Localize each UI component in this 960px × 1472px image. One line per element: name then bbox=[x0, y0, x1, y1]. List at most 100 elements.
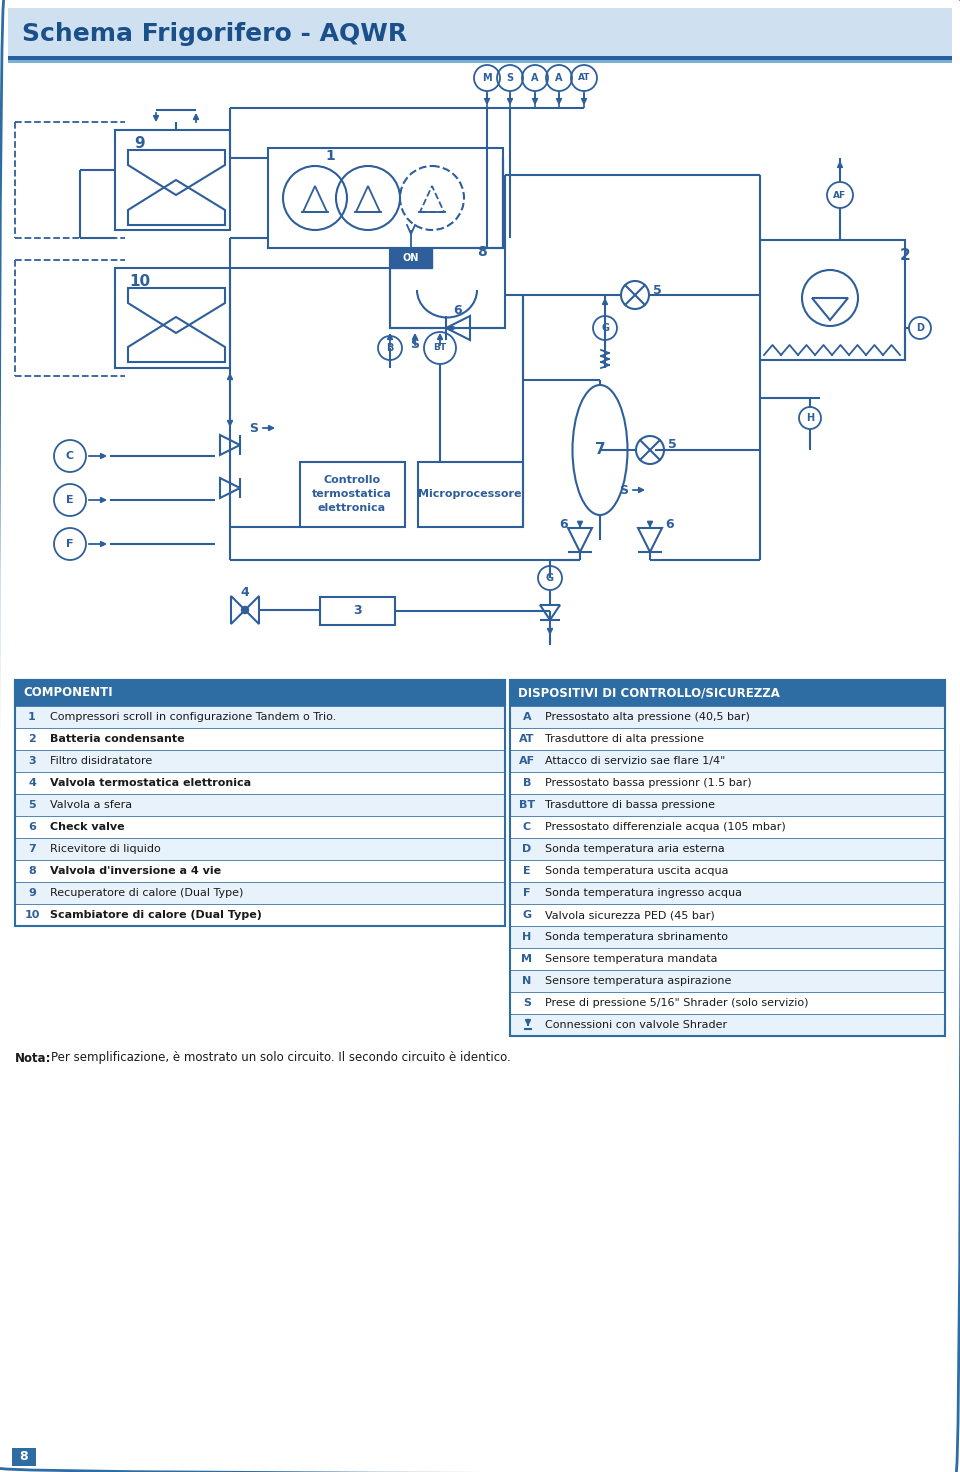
Bar bbox=[510, 904, 945, 926]
Text: F: F bbox=[523, 888, 531, 898]
Text: Pressostato bassa pressionr (1.5 bar): Pressostato bassa pressionr (1.5 bar) bbox=[545, 779, 752, 788]
Text: G: G bbox=[601, 322, 609, 333]
Bar bbox=[510, 926, 945, 948]
Text: Sonda temperatura aria esterna: Sonda temperatura aria esterna bbox=[545, 843, 725, 854]
Text: 5: 5 bbox=[668, 439, 677, 452]
Bar bbox=[115, 268, 230, 368]
Bar bbox=[510, 1014, 945, 1036]
Text: E: E bbox=[523, 866, 531, 876]
Text: 5: 5 bbox=[28, 799, 36, 810]
Bar bbox=[510, 948, 945, 970]
Text: Pressostato differenziale acqua (105 mbar): Pressostato differenziale acqua (105 mba… bbox=[545, 821, 785, 832]
Bar bbox=[8, 7, 952, 57]
Text: Recuperatore di calore (Dual Type): Recuperatore di calore (Dual Type) bbox=[50, 888, 244, 898]
Text: Check valve: Check valve bbox=[50, 821, 125, 832]
Text: D: D bbox=[916, 322, 924, 333]
Text: elettronica: elettronica bbox=[318, 503, 386, 514]
Circle shape bbox=[242, 606, 249, 614]
Text: termostatica: termostatica bbox=[312, 489, 392, 499]
Text: M: M bbox=[521, 954, 533, 964]
Text: 6: 6 bbox=[454, 303, 463, 316]
Text: Microprocessore: Microprocessore bbox=[419, 489, 521, 499]
Text: 9: 9 bbox=[28, 888, 36, 898]
Text: A: A bbox=[522, 712, 531, 721]
Text: 10: 10 bbox=[24, 910, 39, 920]
Bar bbox=[115, 130, 230, 230]
Text: BT: BT bbox=[519, 799, 535, 810]
Text: Attacco di servizio sae flare 1/4": Attacco di servizio sae flare 1/4" bbox=[545, 757, 726, 765]
Text: S: S bbox=[507, 74, 514, 82]
Text: AT: AT bbox=[578, 74, 590, 82]
Text: AF: AF bbox=[519, 757, 535, 765]
Bar bbox=[15, 860, 505, 882]
Bar bbox=[15, 838, 505, 860]
Text: 7: 7 bbox=[594, 443, 606, 458]
Text: Sensore temperatura aspirazione: Sensore temperatura aspirazione bbox=[545, 976, 732, 986]
Text: M: M bbox=[482, 74, 492, 82]
Bar bbox=[15, 751, 505, 771]
Text: Valvola a sfera: Valvola a sfera bbox=[50, 799, 132, 810]
Text: Scambiatore di calore (Dual Type): Scambiatore di calore (Dual Type) bbox=[50, 910, 262, 920]
Text: 8: 8 bbox=[477, 244, 487, 259]
Text: Trasduttore di alta pressione: Trasduttore di alta pressione bbox=[545, 735, 704, 743]
Bar bbox=[510, 838, 945, 860]
Text: Filtro disidratatore: Filtro disidratatore bbox=[50, 757, 153, 765]
Text: BT: BT bbox=[433, 343, 446, 352]
Bar bbox=[15, 680, 505, 926]
Text: 4: 4 bbox=[28, 779, 36, 788]
Text: 8: 8 bbox=[20, 1450, 28, 1463]
Bar bbox=[510, 860, 945, 882]
Text: H: H bbox=[522, 932, 532, 942]
Bar bbox=[510, 882, 945, 904]
Text: 5: 5 bbox=[653, 284, 661, 296]
Bar bbox=[320, 598, 395, 626]
Bar bbox=[510, 970, 945, 992]
Text: 10: 10 bbox=[130, 274, 151, 290]
Text: 1: 1 bbox=[28, 712, 36, 721]
Text: S: S bbox=[619, 483, 628, 496]
Text: 6: 6 bbox=[28, 821, 36, 832]
Text: Valvola d'inversione a 4 vie: Valvola d'inversione a 4 vie bbox=[50, 866, 221, 876]
Bar bbox=[510, 992, 945, 1014]
Bar bbox=[15, 707, 505, 729]
Text: 2: 2 bbox=[900, 247, 911, 263]
Bar bbox=[760, 240, 905, 361]
Bar bbox=[300, 462, 405, 527]
Text: Sensore temperatura mandata: Sensore temperatura mandata bbox=[545, 954, 717, 964]
Text: Per semplificazione, è mostrato un solo circuito. Il secondo circuito è identico: Per semplificazione, è mostrato un solo … bbox=[51, 1051, 511, 1064]
Text: G: G bbox=[546, 573, 554, 583]
Text: Trasduttore di bassa pressione: Trasduttore di bassa pressione bbox=[545, 799, 715, 810]
Text: 3: 3 bbox=[352, 605, 361, 617]
Text: 3: 3 bbox=[28, 757, 36, 765]
Bar bbox=[8, 60, 952, 63]
Text: 8: 8 bbox=[28, 866, 36, 876]
Text: 4: 4 bbox=[241, 586, 250, 599]
Text: Pressostato alta pressione (40,5 bar): Pressostato alta pressione (40,5 bar) bbox=[545, 712, 750, 721]
Text: Sonda temperatura ingresso acqua: Sonda temperatura ingresso acqua bbox=[545, 888, 742, 898]
Text: Schema Frigorifero - AQWR: Schema Frigorifero - AQWR bbox=[22, 22, 407, 46]
Text: F: F bbox=[66, 539, 74, 549]
Bar bbox=[15, 904, 505, 926]
Text: 7: 7 bbox=[28, 843, 36, 854]
Bar bbox=[15, 815, 505, 838]
Text: Valvola termostatica elettronica: Valvola termostatica elettronica bbox=[50, 779, 252, 788]
Bar bbox=[8, 56, 952, 60]
Text: ON: ON bbox=[403, 253, 420, 263]
Bar bbox=[510, 729, 945, 751]
Text: B: B bbox=[523, 779, 531, 788]
Bar bbox=[510, 815, 945, 838]
Text: G: G bbox=[522, 910, 532, 920]
Bar bbox=[12, 1448, 36, 1466]
Text: Valvola sicurezza PED (45 bar): Valvola sicurezza PED (45 bar) bbox=[545, 910, 715, 920]
Bar bbox=[15, 729, 505, 751]
Text: S: S bbox=[523, 998, 531, 1008]
Bar bbox=[15, 771, 505, 793]
Bar bbox=[418, 462, 523, 527]
Bar bbox=[510, 793, 945, 815]
Text: D: D bbox=[522, 843, 532, 854]
Text: Connessioni con valvole Shrader: Connessioni con valvole Shrader bbox=[545, 1020, 727, 1030]
Text: Prese di pressione 5/16" Shrader (solo servizio): Prese di pressione 5/16" Shrader (solo s… bbox=[545, 998, 808, 1008]
Bar bbox=[510, 707, 945, 729]
Text: E: E bbox=[66, 495, 74, 505]
Bar bbox=[510, 771, 945, 793]
